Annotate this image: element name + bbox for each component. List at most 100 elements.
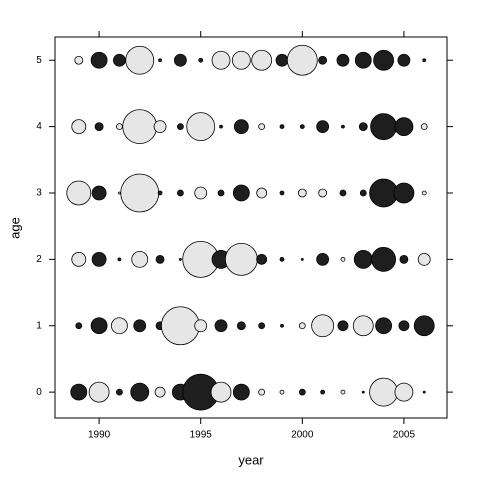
- bubble: [219, 124, 223, 129]
- bubble: [116, 388, 123, 396]
- bubble: [340, 389, 346, 395]
- bubble: [178, 257, 182, 261]
- y-tick-label: 2: [36, 254, 42, 265]
- bubble: [217, 189, 225, 197]
- bubble: [279, 190, 285, 196]
- bubble: [394, 117, 414, 137]
- y-axis-title: age: [7, 217, 22, 239]
- bubble: [420, 123, 428, 131]
- bubble: [90, 317, 108, 335]
- bubble: [125, 45, 155, 75]
- bubble: [194, 319, 208, 333]
- x-tick-label: 2005: [393, 430, 416, 441]
- bubble: [176, 189, 184, 197]
- y-tick-label: 5: [36, 55, 42, 66]
- bubble: [393, 182, 415, 204]
- bubble: [66, 180, 92, 206]
- bubble: [359, 189, 367, 197]
- bubble: [337, 320, 349, 332]
- bubble: [413, 315, 435, 337]
- bubble: [118, 191, 121, 195]
- bubble: [336, 53, 350, 67]
- bubble: [297, 188, 307, 198]
- bubble: [130, 382, 150, 402]
- bubble: [341, 124, 345, 129]
- bubble: [369, 377, 398, 407]
- bubble: [231, 50, 251, 70]
- y-tick-label: 3: [36, 188, 42, 199]
- bubble: [280, 323, 284, 328]
- x-axis-title: year: [238, 452, 264, 467]
- y-tick-label: 1: [36, 320, 42, 331]
- plot-frame: [54, 36, 448, 419]
- bubble: [258, 322, 266, 330]
- bubble: [352, 315, 374, 337]
- bubble: [339, 189, 347, 197]
- x-tick-label: 1995: [190, 430, 213, 441]
- bubble: [91, 251, 107, 267]
- bubble: [210, 381, 232, 403]
- bubble: [299, 124, 305, 130]
- bubble: [214, 319, 228, 333]
- bubble: [131, 250, 149, 268]
- bubble: [160, 306, 200, 346]
- bubble: [370, 113, 397, 141]
- bubble: [422, 390, 426, 394]
- bubble: [361, 390, 365, 394]
- bubble: [74, 55, 84, 65]
- bubble: [120, 173, 160, 213]
- bubble: [198, 57, 204, 63]
- x-tick-label: 1990: [88, 430, 111, 441]
- bubble: [157, 190, 163, 196]
- bubble: [316, 120, 330, 134]
- bubble: [256, 253, 268, 265]
- bubble: [70, 383, 88, 401]
- bubble: [122, 109, 158, 145]
- bubble: [279, 389, 285, 395]
- bubble: [340, 256, 346, 262]
- bubble: [91, 185, 107, 201]
- bubble: [371, 246, 396, 272]
- bubble: [318, 188, 328, 198]
- bubble: [71, 119, 87, 135]
- bubble: [279, 256, 285, 262]
- bubble: [173, 53, 187, 67]
- bubble: [311, 314, 335, 338]
- bubble: [358, 122, 368, 132]
- bubble: [117, 257, 122, 262]
- bubble: [373, 49, 394, 71]
- bubble: [71, 251, 87, 267]
- x-tick-label: 2000: [291, 430, 314, 441]
- bubble: [88, 381, 110, 403]
- bubble: [232, 383, 250, 401]
- bubble: [233, 119, 249, 135]
- bubble: [279, 124, 285, 130]
- bubble: [176, 123, 184, 131]
- bubble: [354, 51, 372, 69]
- bubble: [298, 388, 306, 396]
- bubble: [369, 178, 398, 208]
- bubble: [300, 257, 304, 261]
- bubble: [421, 190, 427, 196]
- bubble: [298, 322, 306, 330]
- bubble: [224, 242, 258, 276]
- bubble: [232, 184, 250, 202]
- bubble: [398, 320, 410, 332]
- bubble: [236, 321, 246, 331]
- bubble: [186, 112, 216, 142]
- bubble: [399, 254, 409, 264]
- bubble: [258, 388, 266, 396]
- bubble: [155, 254, 165, 264]
- bubble: [256, 187, 268, 199]
- bubble: [153, 120, 167, 134]
- bubble: [397, 53, 411, 67]
- bubble: [113, 53, 126, 67]
- bubble: [422, 58, 427, 63]
- bubble: [394, 382, 414, 402]
- bubble: [275, 53, 289, 67]
- bubble: [75, 322, 83, 330]
- bubble: [251, 49, 273, 71]
- bubble: [194, 186, 208, 200]
- bubble: [154, 386, 166, 398]
